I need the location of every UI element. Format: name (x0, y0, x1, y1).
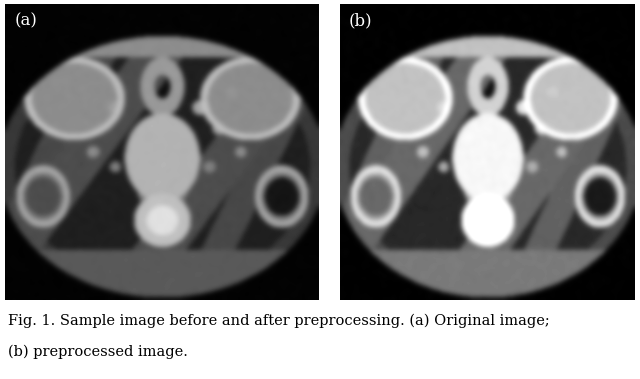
Text: Fig. 1. Sample image before and after preprocessing. (a) Original image;: Fig. 1. Sample image before and after pr… (8, 313, 549, 328)
Text: (b): (b) (349, 13, 372, 30)
Text: (a): (a) (15, 13, 37, 30)
Text: (b) preprocessed image.: (b) preprocessed image. (8, 345, 188, 359)
